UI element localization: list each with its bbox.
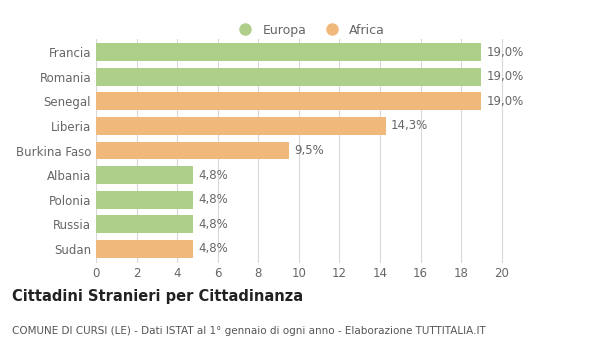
Bar xyxy=(96,240,193,258)
Bar xyxy=(96,68,481,85)
Text: 4,8%: 4,8% xyxy=(199,193,228,206)
Text: 4,8%: 4,8% xyxy=(199,243,228,256)
Bar xyxy=(96,142,289,159)
Text: COMUNE DI CURSI (LE) - Dati ISTAT al 1° gennaio di ogni anno - Elaborazione TUTT: COMUNE DI CURSI (LE) - Dati ISTAT al 1° … xyxy=(12,326,486,336)
Text: 19,0%: 19,0% xyxy=(487,70,524,83)
Text: 19,0%: 19,0% xyxy=(487,95,524,108)
Bar xyxy=(96,117,386,135)
Bar xyxy=(96,191,193,209)
Text: 14,3%: 14,3% xyxy=(391,119,428,132)
Legend: Europa, Africa: Europa, Africa xyxy=(229,20,389,41)
Text: 4,8%: 4,8% xyxy=(199,169,228,182)
Bar xyxy=(96,166,193,184)
Text: 19,0%: 19,0% xyxy=(487,46,524,58)
Bar xyxy=(96,216,193,233)
Text: Cittadini Stranieri per Cittadinanza: Cittadini Stranieri per Cittadinanza xyxy=(12,289,303,304)
Bar xyxy=(96,43,481,61)
Bar xyxy=(96,92,481,110)
Text: 9,5%: 9,5% xyxy=(294,144,323,157)
Text: 4,8%: 4,8% xyxy=(199,218,228,231)
